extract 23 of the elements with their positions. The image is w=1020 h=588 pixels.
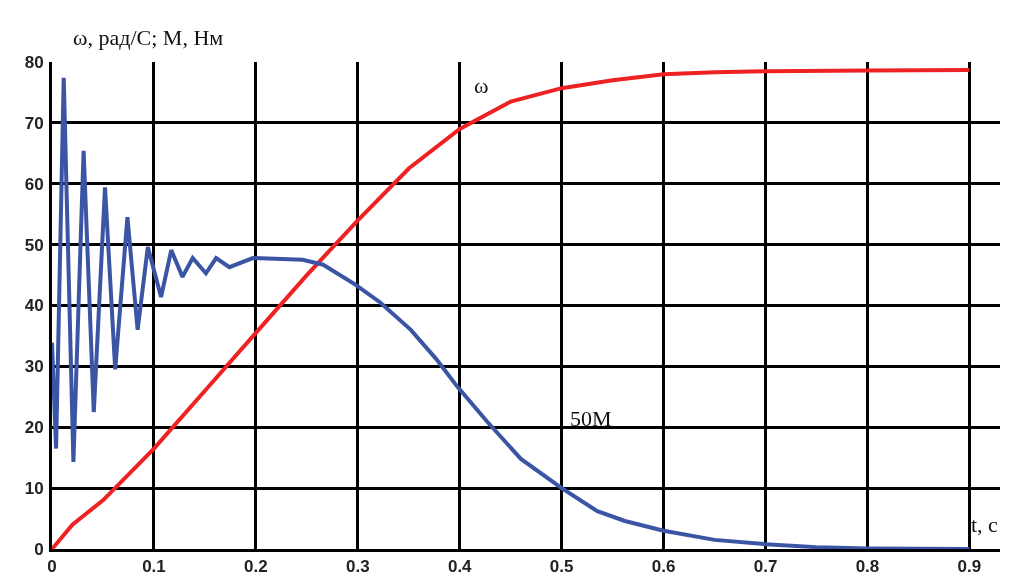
- x-tick-label: 0.2: [244, 557, 268, 577]
- x-tick-label: 0: [47, 557, 57, 577]
- y-tick-label: 40: [24, 296, 44, 316]
- y-tick-label: 60: [24, 174, 44, 194]
- x-tick-label: 0.5: [549, 557, 574, 577]
- y-tick-label: 70: [24, 113, 44, 133]
- x-tick-label: 0.7: [753, 557, 778, 577]
- y-tick-label: 30: [24, 357, 44, 377]
- y-tick-label: 50: [24, 235, 44, 255]
- x-tick-label: 0.4: [447, 557, 473, 577]
- x-axis-title: t, с: [971, 512, 999, 537]
- y-tick-label: 80: [24, 52, 44, 72]
- text: 50М: [570, 406, 612, 431]
- y-tick-label: 10: [24, 479, 44, 499]
- y-axis-title: ω, рад/С; М, Нм: [73, 25, 224, 50]
- y-tick-label: 0: [34, 539, 44, 559]
- series-label: ω: [474, 73, 489, 98]
- x-tick-label: 0.3: [345, 557, 370, 577]
- y-tick-label: 20: [24, 418, 44, 438]
- x-tick-label: 0.9: [957, 557, 982, 577]
- x-tick-label: 0.1: [142, 557, 166, 577]
- x-tick-label: 0.6: [651, 557, 676, 577]
- x-tick-label: 0.8: [855, 557, 880, 577]
